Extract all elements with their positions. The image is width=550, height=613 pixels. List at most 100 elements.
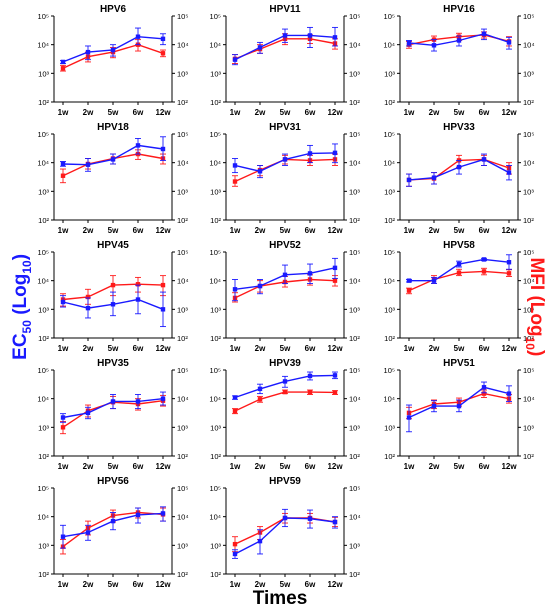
panel-title: HPV18 xyxy=(97,122,129,133)
data-point-ec50 xyxy=(431,403,437,409)
x-tick-label: 2w xyxy=(255,344,266,353)
y-left-paren-open: (Log xyxy=(10,273,32,321)
y-tick-label-right: 10² xyxy=(349,452,360,461)
y-tick-label-right: 10⁵ xyxy=(349,248,360,257)
data-point-ec50 xyxy=(307,151,313,156)
y-tick-label-right: 10³ xyxy=(177,305,188,314)
y-tick-label-left: 10⁵ xyxy=(384,248,395,257)
x-tick-label: 6w xyxy=(133,580,144,589)
y-tick-label-right: 10⁵ xyxy=(177,248,188,257)
data-point-mfi xyxy=(332,278,338,283)
data-point-ec50 xyxy=(456,38,462,43)
x-tick-label: 2w xyxy=(83,226,94,235)
x-tick-label: 1w xyxy=(58,462,69,471)
y-tick-label-left: 10³ xyxy=(210,541,221,550)
y-left-main: EC xyxy=(10,333,32,360)
y-tick-label-right: 10⁴ xyxy=(349,513,361,522)
y-tick-label-right: 10² xyxy=(177,452,188,461)
y-tick-label-left: 10² xyxy=(210,334,221,343)
x-tick-label: 5w xyxy=(454,226,465,235)
y-tick-label-right: 10² xyxy=(177,98,188,107)
y-tick-label-right: 10⁵ xyxy=(523,248,534,257)
data-point-ec50 xyxy=(506,40,512,45)
x-tick-label: 12w xyxy=(155,226,171,235)
data-point-ec50 xyxy=(332,373,338,378)
y-tick-label-right: 10⁵ xyxy=(349,484,360,493)
x-tick-label: 5w xyxy=(454,108,465,117)
data-point-ec50 xyxy=(456,261,462,267)
y-tick-label-right: 10³ xyxy=(523,187,534,196)
y-tick-label-left: 10² xyxy=(210,98,221,107)
y-tick-label-left: 10³ xyxy=(210,305,221,314)
x-tick-label: 6w xyxy=(133,108,144,117)
data-point-ec50 xyxy=(135,399,141,404)
y-tick-label-right: 10² xyxy=(349,98,360,107)
x-axis-label: Times xyxy=(252,588,308,609)
data-point-ec50 xyxy=(110,302,116,307)
x-tick-label: 2w xyxy=(83,462,94,471)
y-tick-label-right: 10³ xyxy=(523,305,534,314)
data-point-ec50 xyxy=(406,415,412,420)
panel-title: HPV59 xyxy=(269,476,301,487)
data-point-ec50 xyxy=(110,518,116,524)
x-tick-label: 6w xyxy=(479,462,490,471)
y-tick-label-left: 10⁴ xyxy=(37,159,49,168)
data-point-ec50 xyxy=(232,395,238,400)
x-tick-label: 1w xyxy=(230,462,241,471)
data-point-mfi xyxy=(60,66,66,71)
data-point-mfi xyxy=(60,173,66,178)
y-tick-label-right: 10² xyxy=(349,216,360,225)
data-point-ec50 xyxy=(60,415,66,420)
panel-hpv51: HPV51 10² 10² 10³ 10³ 10⁴ 10⁴ 10⁵ 10⁵ 1w 2w 5w 6w 12w xyxy=(383,358,534,471)
y-tick-label-left: 10³ xyxy=(384,187,395,196)
x-tick-label: 2w xyxy=(83,344,94,353)
data-point-ec50 xyxy=(506,170,512,175)
panel-title: HPV52 xyxy=(269,240,301,251)
y-tick-label-right: 10³ xyxy=(523,423,534,432)
data-point-ec50 xyxy=(506,391,512,396)
y-tick-label-left: 10² xyxy=(38,570,49,579)
y-tick-label-right: 10³ xyxy=(349,69,360,78)
data-point-ec50 xyxy=(406,177,412,183)
y-tick-label-left: 10⁴ xyxy=(209,395,221,404)
y-axis-right-label: MFI (Log10) xyxy=(523,242,547,372)
data-point-ec50 xyxy=(60,161,66,167)
x-tick-label: 5w xyxy=(454,344,465,353)
x-tick-label: 1w xyxy=(58,226,69,235)
data-point-ec50 xyxy=(282,379,288,384)
x-tick-label: 2w xyxy=(255,226,266,235)
y-tick-label-right: 10³ xyxy=(349,305,360,314)
y-right-close: ) xyxy=(525,349,547,357)
x-tick-label: 12w xyxy=(501,462,517,471)
data-point-ec50 xyxy=(135,297,141,302)
data-point-ec50 xyxy=(282,157,288,162)
data-point-ec50 xyxy=(135,34,141,39)
data-point-ec50 xyxy=(431,278,437,283)
x-tick-label: 1w xyxy=(230,226,241,235)
y-tick-label-left: 10⁵ xyxy=(210,366,221,375)
y-tick-label-left: 10³ xyxy=(38,69,49,78)
x-tick-label: 6w xyxy=(479,226,490,235)
data-point-mfi xyxy=(282,389,288,395)
data-point-ec50 xyxy=(85,530,91,535)
y-tick-label-left: 10² xyxy=(210,216,221,225)
panel-hpv56: HPV56 10² 10² 10³ 10³ 10⁴ 10⁴ 10⁵ 10⁵ 1w 2w 5w 6w 12w xyxy=(37,476,188,589)
data-point-mfi xyxy=(85,294,91,300)
panel-hpv33: HPV33 10² 10² 10³ 10³ 10⁴ 10⁴ 10⁵ 10⁵ 1w 2w 5w 6w 12w xyxy=(383,122,534,235)
y-tick-label-right: 10⁴ xyxy=(177,41,189,50)
y-tick-label-left: 10⁵ xyxy=(210,130,221,139)
x-tick-label: 5w xyxy=(280,462,291,471)
y-tick-label-right: 10³ xyxy=(177,187,188,196)
y-tick-label-right: 10⁵ xyxy=(177,12,188,21)
x-tick-label: 2w xyxy=(255,462,266,471)
panel-hpv58: HPV58 10² 10² 10³ 10³ 10⁴ 10⁴ 10⁵ 10⁵ 1w 2w 5w 6w 12w xyxy=(383,240,534,353)
y-tick-label-right: 10² xyxy=(177,334,188,343)
data-point-ec50 xyxy=(110,157,116,162)
y-tick-label-right: 10⁴ xyxy=(349,277,361,286)
data-point-ec50 xyxy=(481,157,487,162)
panel-title: HPV39 xyxy=(269,358,301,369)
data-point-ec50 xyxy=(257,169,263,174)
panel-hpv35: HPV35 10² 10² 10³ 10³ 10⁴ 10⁴ 10⁵ 10⁵ 1w 2w 5w 6w 12w xyxy=(37,358,188,471)
panel-hpv39: HPV39 10² 10² 10³ 10³ 10⁴ 10⁴ 10⁵ 10⁵ 1w 2w 5w 6w 12w xyxy=(209,358,360,471)
y-tick-label-right: 10⁴ xyxy=(177,159,189,168)
